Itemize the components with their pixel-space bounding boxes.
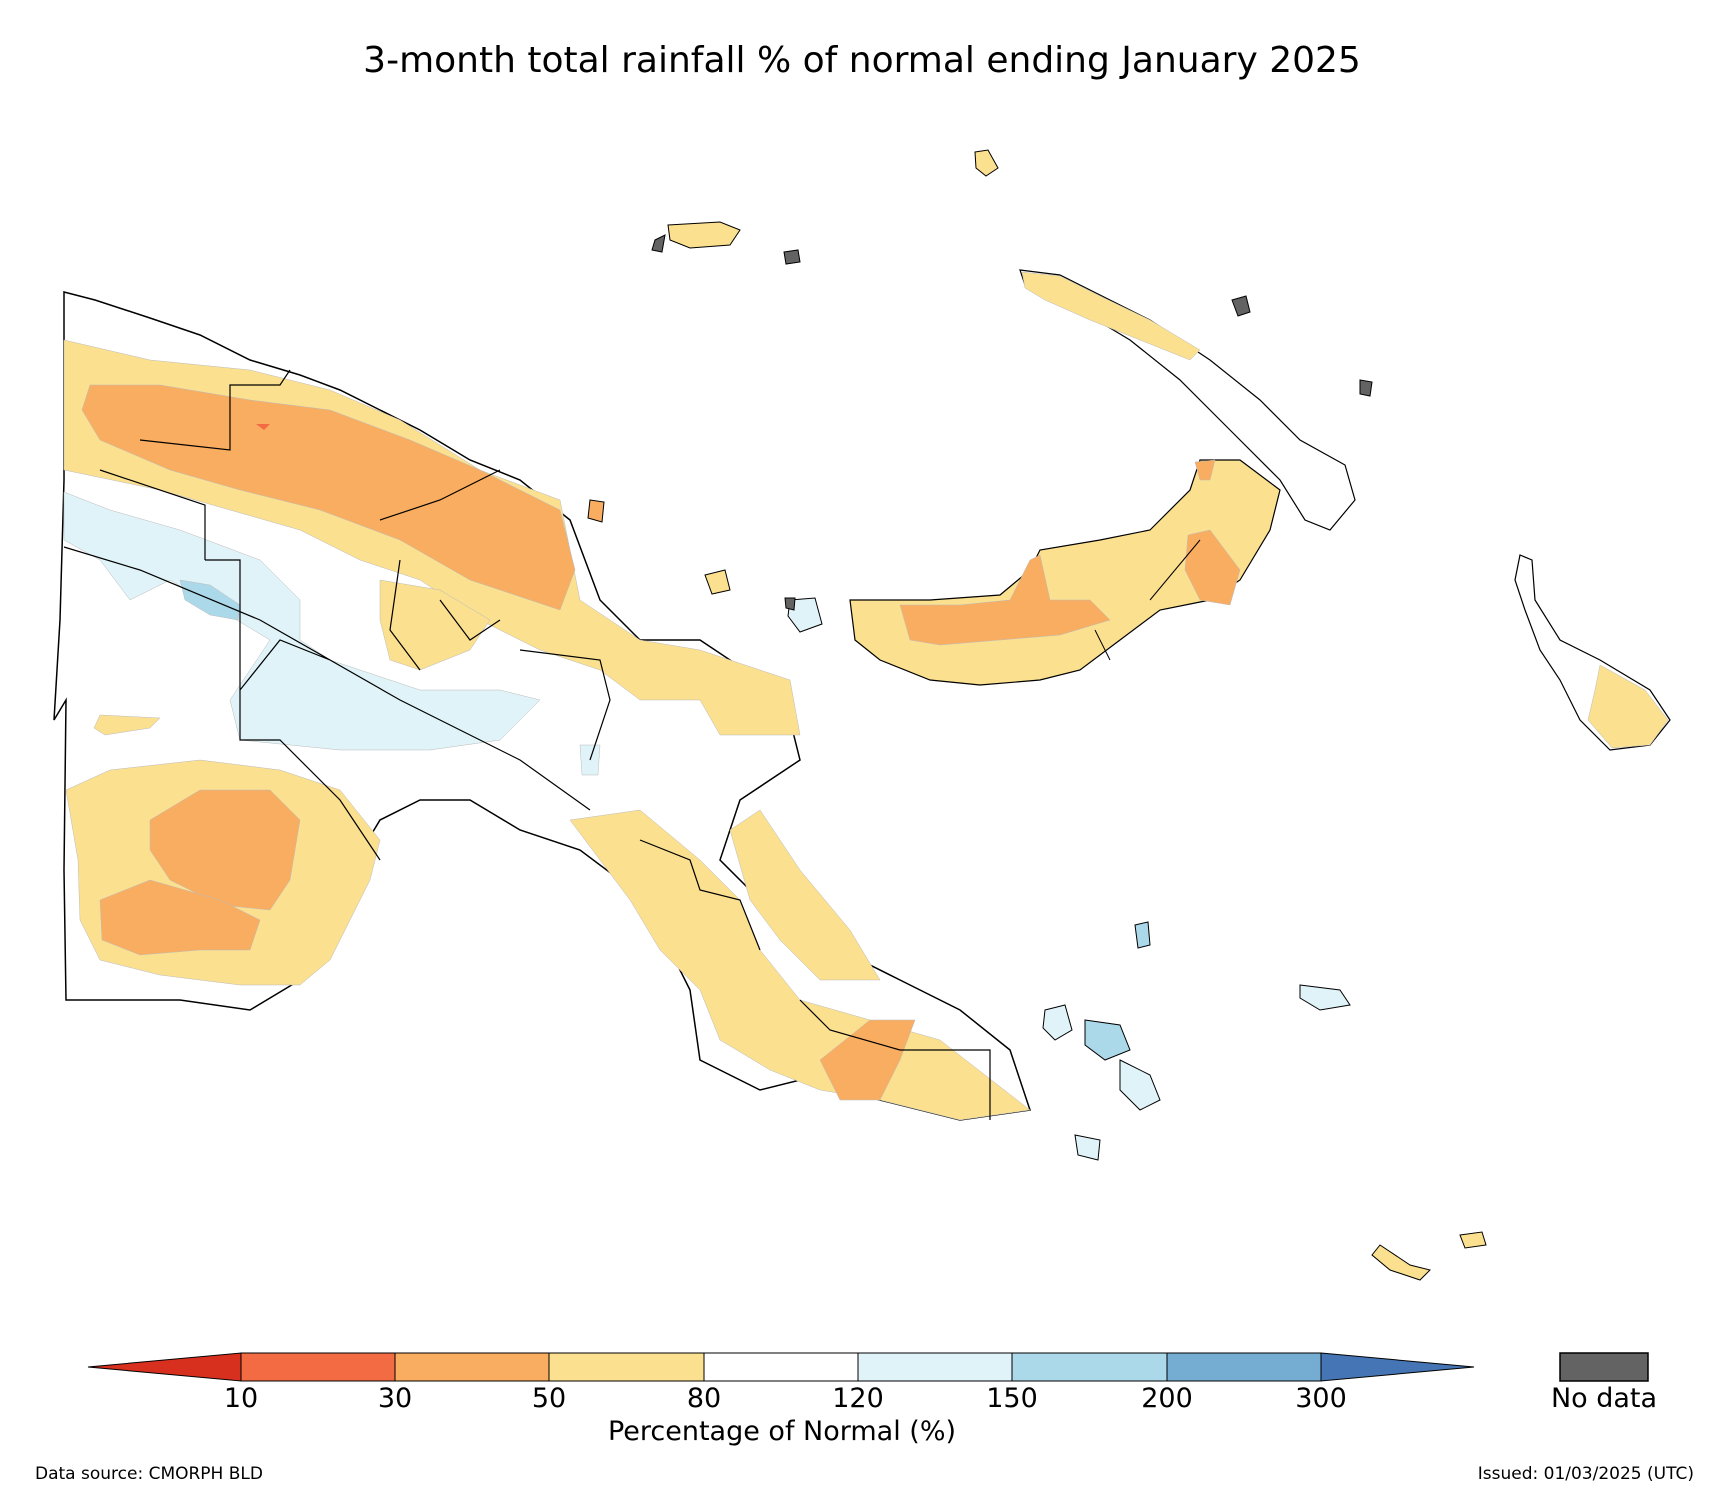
colorbar-gt300-triangle (1320, 1352, 1475, 1382)
zone-30-50-east (819, 1019, 916, 1101)
zone-50-80-east-b (729, 809, 881, 981)
bougainville (1514, 554, 1671, 751)
colorbar-150-200 (1011, 1352, 1168, 1382)
zone-10-30-north (256, 424, 270, 430)
no-data-swatch (1559, 1352, 1649, 1382)
goodenough-island (1042, 1004, 1073, 1041)
tick-label: 200 (1141, 1383, 1193, 1414)
colorbar-lt10-triangle (87, 1352, 242, 1382)
colorbar-10-30 (240, 1352, 396, 1382)
tick-label: 30 (377, 1383, 413, 1414)
manus-island (667, 221, 741, 249)
trobriand-island (1134, 921, 1151, 949)
map-title: 3-month total rainfall % of normal endin… (363, 40, 1361, 81)
province-boundaries (63, 369, 991, 1120)
colorbar-label: Percentage of Normal (%) (607, 1416, 957, 1447)
tick-label: 50 (531, 1383, 567, 1414)
rossel-island (1371, 1244, 1431, 1281)
milne-bay-islands (1042, 921, 1487, 1281)
tick-label: 10 (223, 1383, 259, 1414)
colorbar-50-80 (548, 1352, 705, 1382)
colorbar-120-150 (857, 1352, 1013, 1382)
zone-50-80-central (379, 579, 491, 671)
normanby-island (1119, 1059, 1161, 1111)
fergusson-island (1084, 1019, 1131, 1061)
sudest-island (1459, 1231, 1487, 1249)
new-britain-30-50-east (1184, 529, 1241, 606)
zone-120-150-west (63, 491, 541, 751)
island-nb-left (587, 499, 605, 523)
island-mid (704, 569, 731, 595)
northern-islands (587, 149, 999, 633)
colorbar (87, 1352, 1649, 1382)
new-ireland-50-80 (1021, 271, 1201, 361)
colorbar-80-120 (703, 1352, 859, 1382)
rainfall-map (53, 149, 1671, 1281)
karkar-island (787, 597, 823, 633)
island-ne-small (974, 149, 999, 177)
colorbar-200-300 (1166, 1352, 1322, 1382)
bougainville-50-80 (1587, 664, 1669, 749)
tick-label: 150 (986, 1383, 1038, 1414)
new-britain (849, 459, 1281, 686)
new-britain-boundary (1094, 539, 1201, 661)
data-source: Data source: CMORPH BLD (35, 1464, 263, 1484)
mainland-png (53, 291, 1031, 1121)
colorbar-30-50 (394, 1352, 550, 1382)
new-britain-30-50-north (1194, 459, 1216, 481)
zone-50-80-small (93, 714, 161, 736)
new-ireland (1019, 269, 1373, 531)
no-data-label: No data (1550, 1383, 1658, 1414)
woodlark-island (1299, 984, 1351, 1011)
tick-label: 120 (832, 1383, 884, 1414)
zone-150-200-west (179, 579, 241, 621)
zone-30-50-north (81, 384, 576, 611)
issued-date: Issued: 01/03/2025 (UTC) (1477, 1464, 1694, 1484)
zone-30-50-southwest-a (149, 789, 301, 911)
new-britain-30-50 (899, 554, 1111, 646)
tick-label: 300 (1295, 1383, 1347, 1414)
zone-30-50-southwest-b (99, 879, 261, 956)
tick-label: 80 (686, 1383, 722, 1414)
